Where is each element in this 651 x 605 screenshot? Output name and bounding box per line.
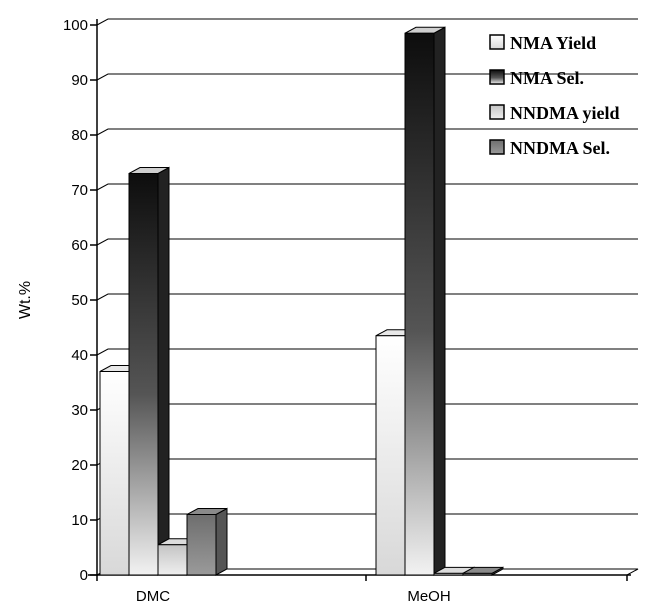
legend-label: NNDMA Sel. xyxy=(510,138,610,158)
bar-side xyxy=(433,26,446,576)
bars xyxy=(99,26,504,576)
legend-label: NMA Sel. xyxy=(510,68,584,88)
y-tick-label: 30 xyxy=(71,402,88,419)
bar xyxy=(404,26,446,576)
y-axis-title: Wt.% xyxy=(17,281,34,319)
legend-swatch xyxy=(489,34,505,50)
y-tick-label: 100 xyxy=(63,17,88,34)
bar-front xyxy=(186,514,217,576)
legend-swatch xyxy=(489,104,505,120)
y-tick-label: 90 xyxy=(71,72,88,89)
bar xyxy=(186,507,228,576)
legend-swatch xyxy=(489,139,505,155)
y-tick-label: 20 xyxy=(71,457,88,474)
x-category-label: MeOH xyxy=(407,588,450,605)
y-tick-label: 70 xyxy=(71,182,88,199)
gridline xyxy=(96,183,638,191)
y-tick-label: 0 xyxy=(80,567,88,584)
gridline xyxy=(96,458,638,466)
gridline xyxy=(96,348,638,356)
legend-item: NMA Yield xyxy=(489,33,596,53)
y-tick-label: 10 xyxy=(71,512,88,529)
bar-front xyxy=(375,335,406,576)
bar-front xyxy=(128,173,159,576)
legend-label: NMA Yield xyxy=(510,33,596,53)
axis-labels: 0 10 20 30 40 50 60 70 80 90 100 DMC MeOH Wt.% xyxy=(17,17,451,605)
bar xyxy=(128,166,170,576)
bar-front xyxy=(433,572,464,576)
gridline xyxy=(96,128,638,136)
bar-front xyxy=(462,572,493,576)
bar xyxy=(462,566,504,576)
bar-side xyxy=(157,166,170,576)
bar-side xyxy=(215,507,228,576)
legend-label: NNDMA yield xyxy=(510,103,620,123)
gridline xyxy=(96,403,638,411)
bar-front xyxy=(99,371,130,576)
legend-item: NMA Sel. xyxy=(489,68,584,88)
gridline xyxy=(96,238,638,246)
legend: NMA Yield NMA Sel. NNDMA yield NNDMA Sel. xyxy=(489,33,620,158)
gridline xyxy=(96,18,638,26)
bar-front xyxy=(404,32,435,576)
y-tick-label: 50 xyxy=(71,292,88,309)
y-tick-label: 80 xyxy=(71,127,88,144)
legend-swatch xyxy=(489,69,505,85)
gridline xyxy=(96,293,638,301)
gridline xyxy=(96,73,638,81)
x-category-label: DMC xyxy=(136,588,170,605)
y-tick-label: 40 xyxy=(71,347,88,364)
legend-item: NNDMA yield xyxy=(489,103,620,123)
gridlines xyxy=(96,18,638,521)
y-tick-label: 60 xyxy=(71,237,88,254)
legend-item: NNDMA Sel. xyxy=(489,138,610,158)
gridline xyxy=(96,513,638,521)
bar-front xyxy=(157,544,188,576)
